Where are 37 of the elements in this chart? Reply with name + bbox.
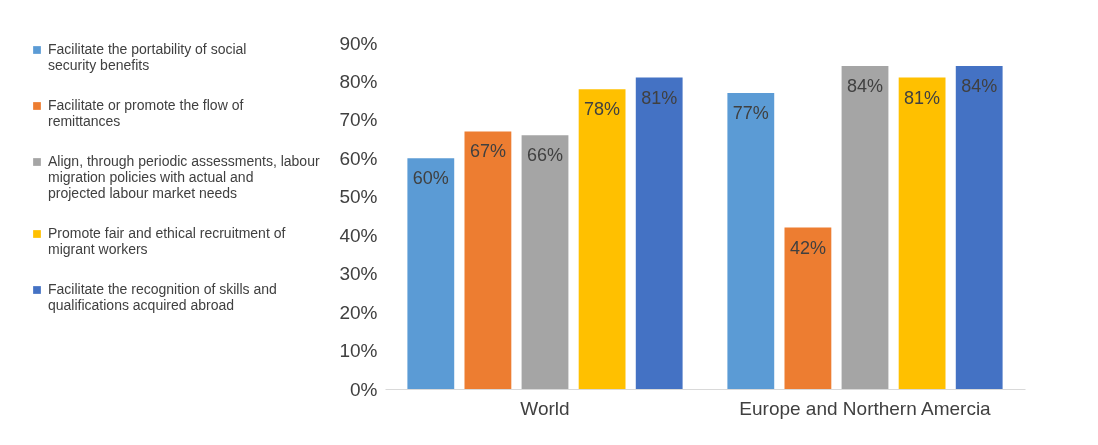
bar xyxy=(407,158,455,389)
data-label: 66% xyxy=(526,145,564,166)
y-tick-label: 50% xyxy=(339,186,378,208)
x-tick-label: World xyxy=(520,397,570,419)
data-label: 78% xyxy=(584,99,621,120)
legend-label: Promote fair and ethical recruitment of migrant workers xyxy=(48,225,286,257)
data-label: 81% xyxy=(904,87,941,108)
data-label: 60% xyxy=(412,168,449,189)
data-label: 42% xyxy=(789,237,826,258)
y-tick-label: 90% xyxy=(339,32,378,54)
data-label: 84% xyxy=(846,76,884,97)
y-tick-label: 30% xyxy=(339,263,378,285)
y-tick-label: 40% xyxy=(339,224,378,246)
legend-label: Align, through periodic assessments, labour migration policies with actual and projected labour market needs xyxy=(48,153,320,201)
bar xyxy=(727,92,775,389)
y-tick-label: 0% xyxy=(350,378,378,400)
data-label: 81% xyxy=(641,87,678,108)
bar xyxy=(635,77,683,389)
y-tick-label: 60% xyxy=(339,147,378,169)
bar xyxy=(898,77,946,389)
bar xyxy=(578,89,626,389)
bar xyxy=(955,66,1003,389)
x-tick-label: Europe and Northern Amercia xyxy=(739,397,992,419)
data-label: 67% xyxy=(469,141,506,162)
bar xyxy=(784,227,832,389)
bar xyxy=(841,66,889,389)
y-tick-label: 20% xyxy=(339,301,378,323)
bar xyxy=(464,131,512,389)
data-label: 84% xyxy=(961,76,998,97)
y-tick-label: 70% xyxy=(339,109,378,131)
y-tick-label: 80% xyxy=(339,70,378,92)
legend-label: Facilitate the portability of social security benefits xyxy=(48,41,247,73)
legend-label: Facilitate the recognition of skills and qualifications acquired abroad xyxy=(48,281,277,313)
bar xyxy=(521,135,569,389)
y-tick-label: 10% xyxy=(339,340,378,362)
legend-label: Facilitate or promote the flow of remittances xyxy=(48,97,244,129)
data-label: 77% xyxy=(732,102,769,123)
